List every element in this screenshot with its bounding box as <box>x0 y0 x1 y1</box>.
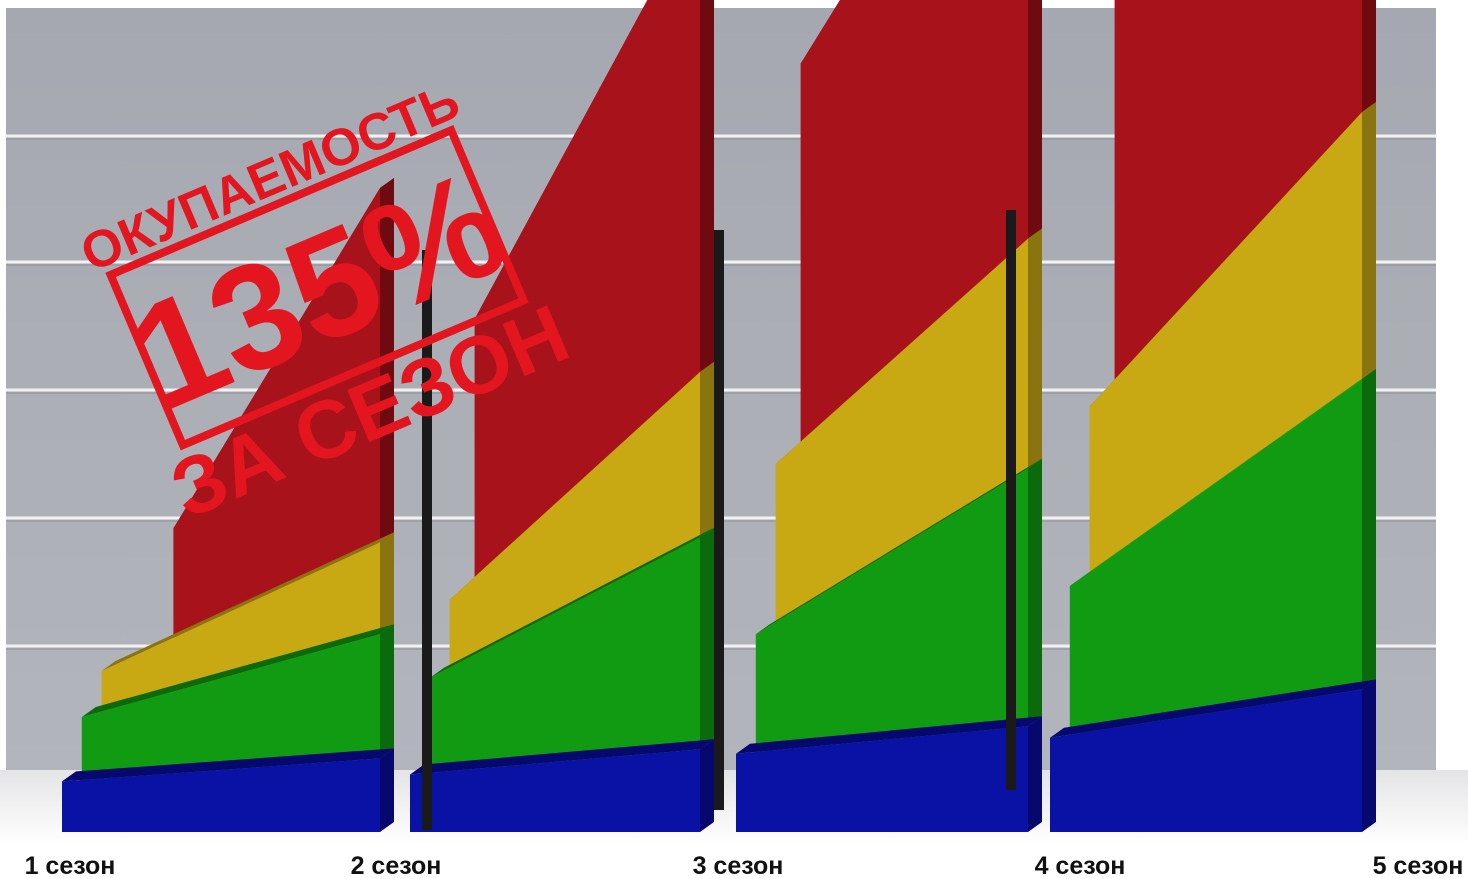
series-4-segment-4 <box>1114 0 1362 407</box>
series-4-segment-2 <box>474 0 700 600</box>
series-3-segment-4-side <box>1362 102 1376 379</box>
x-tick-label: 4 сезон <box>1035 852 1126 879</box>
series-2-segment-1-side <box>380 624 394 759</box>
series-1-segment-3-side <box>1028 716 1042 832</box>
payback-stamp: ОКУПАЕМОСТЬ 135% ЗА СЕЗОН <box>73 72 581 536</box>
series-1-segment-1-side <box>380 748 394 832</box>
series-4-segment-3-side <box>1028 0 1042 239</box>
series-3-segment-2 <box>449 372 700 678</box>
x-axis-labels: 1 сезон 2 сезон 3 сезон 4 сезон 5 сезон <box>25 852 1464 879</box>
series-1-segment-2-side <box>700 739 714 832</box>
series-2-segment-3-top <box>755 458 1042 635</box>
x-tick-label: 1 сезон <box>25 852 116 879</box>
series-4-segment-4-side <box>1362 0 1376 113</box>
series-2-segment-4-side <box>1362 368 1376 690</box>
series-3-segment-1-side <box>380 532 394 635</box>
series-4-segment-1 <box>173 188 380 671</box>
series-1-segment-3-top <box>736 716 1042 754</box>
series-1-segment-2-top <box>410 739 714 775</box>
series-2-segment-3 <box>755 468 1028 754</box>
series-2-segment-2 <box>429 537 700 775</box>
season-divider <box>422 250 432 830</box>
season-divider <box>1006 210 1016 790</box>
x-tick-label: 5 сезон <box>1373 852 1464 879</box>
series-2-segment-2-top <box>429 527 714 678</box>
series-2-segment-4-top <box>1069 368 1376 586</box>
series-4-segment-2-side <box>700 0 714 372</box>
series-2-segment-4 <box>1069 378 1362 738</box>
series-1-segment-4 <box>1050 689 1362 832</box>
series-2-segment-1-top <box>81 624 395 717</box>
x-tick-label: 3 сезон <box>693 852 784 879</box>
series-2-segment-1 <box>81 634 381 782</box>
series-1-segment-2 <box>410 749 700 832</box>
stamp-frame <box>105 125 529 451</box>
series-3-segment-3-side <box>1028 228 1042 469</box>
series-group <box>62 0 1376 832</box>
series-3-segment-1-top <box>101 532 394 671</box>
series-band-1 <box>62 679 1376 832</box>
series-band-2 <box>81 368 1376 782</box>
series-1-segment-1 <box>62 758 380 832</box>
series-3-segment-3 <box>775 238 1028 635</box>
series-3-segment-2-side <box>700 362 714 538</box>
series-2-segment-3-side <box>1028 458 1042 727</box>
series-1-segment-1-top <box>62 748 394 782</box>
series-band-4 <box>173 0 1376 671</box>
season-divider <box>714 230 724 810</box>
series-3-segment-4 <box>1089 112 1362 586</box>
series-3-segment-1 <box>101 542 380 717</box>
series-4-segment-3 <box>800 0 1028 464</box>
x-tick-label: 2 сезон <box>351 852 442 879</box>
series-1-segment-4-side <box>1362 679 1376 832</box>
series-band-3 <box>101 102 1376 717</box>
series-2-segment-2-side <box>700 527 714 750</box>
series-1-segment-4-top <box>1050 679 1376 738</box>
series-1-segment-3 <box>736 726 1028 832</box>
